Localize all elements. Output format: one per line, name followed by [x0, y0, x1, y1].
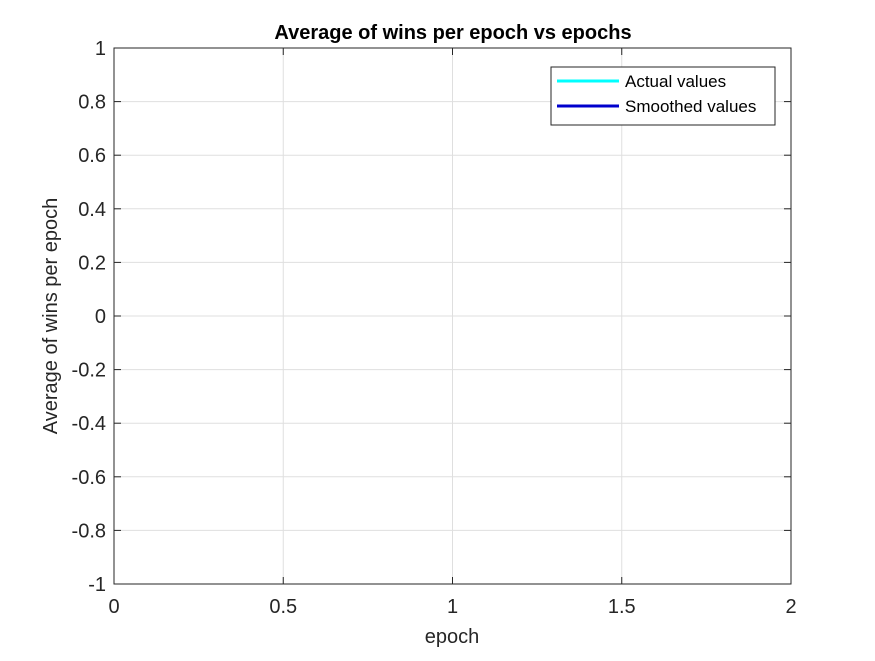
y-tick-label: -0.6: [72, 467, 106, 489]
y-tick-label: -1: [88, 574, 106, 596]
x-tick-label: 0: [108, 596, 119, 618]
x-tick-label: 1: [447, 596, 458, 618]
y-tick-label: 1: [95, 38, 106, 60]
chart-title: Average of wins per epoch vs epochs: [274, 22, 631, 44]
y-tick-label: -0.4: [72, 413, 106, 435]
y-tick-label: 0.2: [78, 252, 106, 274]
legend: Actual values Smoothed values: [550, 66, 776, 126]
legend-box: [550, 66, 776, 126]
x-axis-label: epoch: [425, 626, 480, 648]
grid-lines: [114, 48, 791, 584]
x-tick-label: 0.5: [269, 596, 297, 618]
y-tick-label: 0: [95, 306, 106, 328]
legend-entry-label: Actual values: [625, 72, 726, 91]
x-tick-label: 1.5: [608, 596, 636, 618]
y-tick-label: 0.6: [78, 145, 106, 167]
legend-entry-label: Smoothed values: [625, 97, 756, 116]
y-tick-label: -0.2: [72, 360, 106, 382]
axis-ticks: 0 0.5 1 1.5 2 -1 -0.8 -0.6 -0.4 -0.2 0 0.2 0.4 0.6 0.8…: [72, 38, 797, 618]
y-tick-label: 0.4: [78, 199, 106, 221]
x-tick-label: 2: [785, 596, 796, 618]
y-axis-label: Average of wins per epoch: [40, 198, 62, 434]
y-tick-label: 0.8: [78, 92, 106, 114]
y-tick-label: -0.8: [72, 520, 106, 542]
